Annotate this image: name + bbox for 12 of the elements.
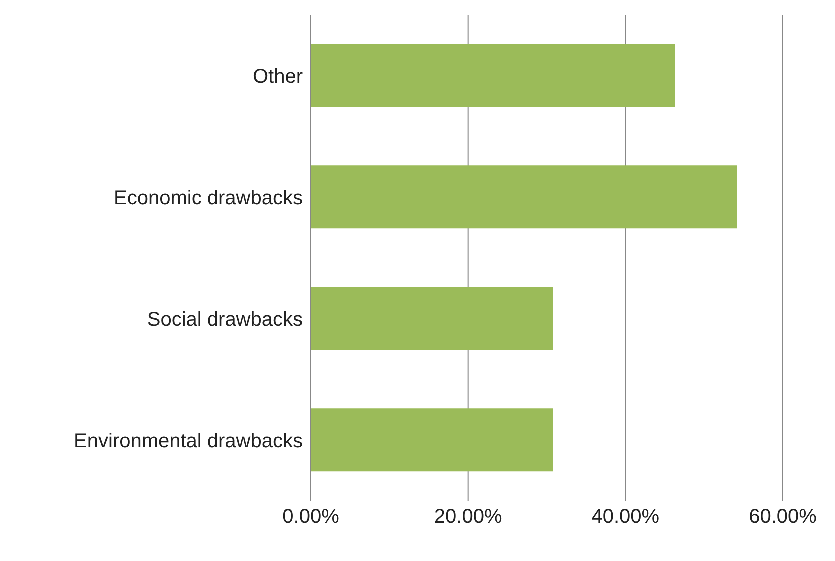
x-tick-label: 60.00%: [749, 506, 818, 528]
x-tick-label: 20.00%: [434, 506, 502, 528]
y-tick-label: Other: [252, 66, 304, 88]
bar: [311, 166, 738, 229]
bar: [311, 44, 676, 108]
x-tick-label: 0.00%: [282, 506, 340, 528]
bar: [311, 408, 554, 472]
y-tick-label: Social drawbacks: [147, 308, 303, 331]
bar: [311, 287, 554, 350]
x-tick-label: 40.00%: [592, 506, 660, 528]
y-tick-label: Environmental drawbacks: [74, 430, 303, 452]
y-tick-label: Economic drawbacks: [114, 187, 303, 210]
